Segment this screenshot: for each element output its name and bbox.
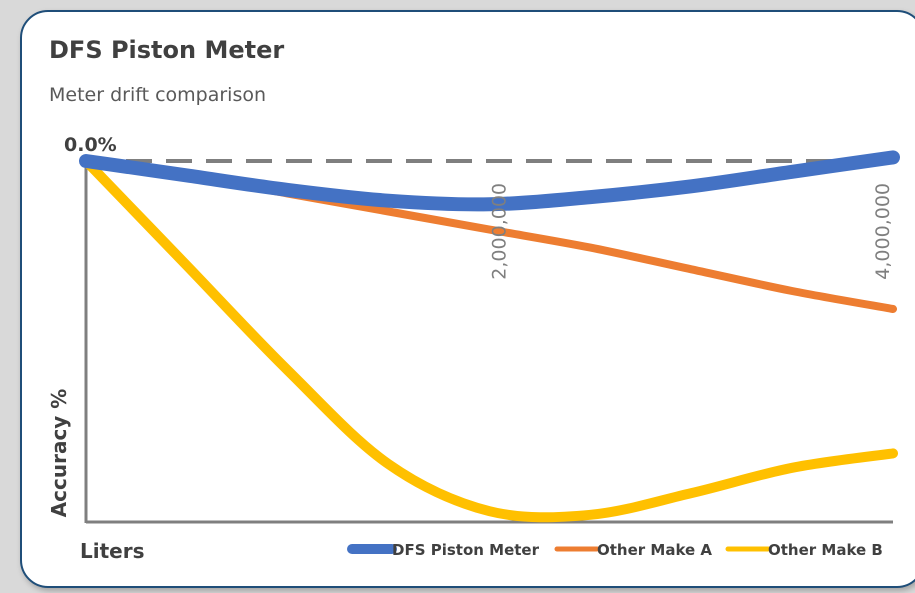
x-axis-title: Liters: [80, 539, 145, 563]
series-line-2: [81, 156, 898, 523]
series-line-0: [79, 150, 900, 212]
y-tick-label: 0.0%: [64, 134, 117, 156]
x-tick-label: 4,000,000: [872, 183, 894, 280]
chart-subtitle: Meter drift comparison: [49, 84, 267, 106]
legend-label-2: Other Make B: [768, 541, 883, 559]
y-axis-title: Accuracy %: [47, 389, 71, 518]
x-tick-label: 2,000,000: [489, 183, 511, 280]
legend-label-1: Other Make A: [597, 541, 712, 559]
chart-title: DFS Piston Meter: [49, 36, 285, 64]
legend-label-0: DFS Piston Meter: [392, 541, 540, 559]
chart-card: [20, 10, 915, 588]
